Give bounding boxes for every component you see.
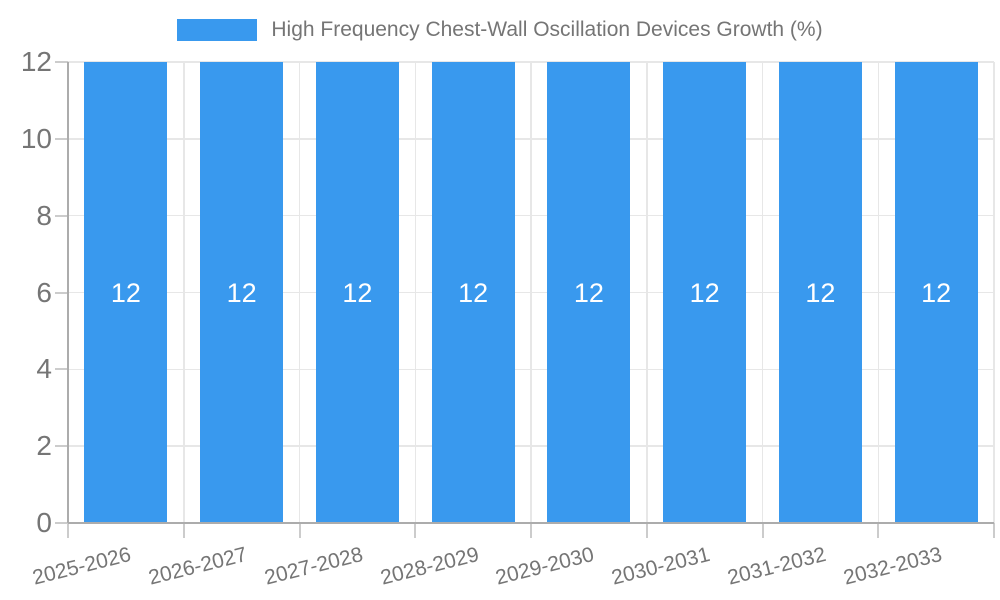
x-tick-label: 2026-2027 (146, 542, 250, 590)
y-tick-mark (55, 522, 68, 524)
x-tick-mark (645, 523, 648, 538)
bar-value-label: 12 (805, 277, 836, 308)
x-gridline (646, 62, 648, 523)
x-gridline (183, 62, 185, 523)
y-tick-mark (55, 137, 68, 140)
x-tick-mark (761, 523, 764, 538)
y-tick-mark (55, 214, 68, 217)
bar-value-label: 12 (458, 277, 489, 308)
bar[interactable] (84, 62, 168, 523)
y-tick-mark (55, 368, 68, 371)
x-tick-label: 2027-2028 (262, 542, 366, 590)
bar[interactable] (547, 62, 631, 523)
x-tick-label: 2031-2032 (725, 542, 829, 590)
x-gridline (877, 62, 879, 523)
bar[interactable] (663, 62, 747, 523)
x-gridline (761, 62, 764, 523)
x-tick-mark (67, 523, 69, 538)
x-axis-line (68, 522, 994, 524)
bar-value-label: 12 (226, 277, 257, 308)
x-gridline (414, 62, 416, 523)
legend-label: High Frequency Chest-Wall Oscillation De… (271, 18, 823, 41)
x-tick-mark (993, 523, 995, 538)
legend: High Frequency Chest-Wall Oscillation De… (0, 16, 1000, 43)
y-tick-label: 0 (36, 507, 52, 538)
x-tick-label: 2032-2033 (840, 542, 944, 590)
y-tick-mark (55, 445, 68, 448)
x-tick-label: 2025-2026 (30, 542, 134, 590)
x-tick-mark (877, 523, 880, 538)
x-tick-mark (414, 523, 417, 538)
x-tick-label: 2028-2029 (377, 542, 481, 590)
bar-value-label: 12 (342, 277, 373, 308)
y-tick-mark (55, 291, 68, 294)
y-tick-label: 2 (36, 430, 52, 462)
y-tick-label: 12 (20, 46, 52, 77)
x-gridline (298, 62, 301, 523)
y-tick-mark (55, 61, 68, 63)
bar-value-label: 12 (689, 277, 720, 308)
legend-swatch (177, 18, 258, 41)
bar[interactable] (778, 62, 862, 523)
x-tick-mark (298, 523, 301, 538)
bar-value-label: 12 (573, 277, 604, 308)
y-tick-label: 6 (36, 276, 52, 308)
bar-value-label: 12 (921, 277, 952, 308)
y-tick-label: 8 (36, 199, 52, 231)
x-tick-mark (530, 523, 532, 538)
x-tick-mark (182, 523, 185, 538)
legend-item[interactable]: High Frequency Chest-Wall Oscillation De… (177, 16, 823, 43)
y-tick-label: 10 (20, 122, 52, 154)
bar[interactable] (894, 62, 978, 523)
x-gridline (530, 62, 532, 523)
bar[interactable] (200, 62, 284, 523)
y-tick-label: 4 (36, 353, 52, 385)
bar-value-label: 12 (110, 277, 141, 308)
y-axis-line (67, 62, 69, 523)
bar[interactable] (431, 62, 515, 523)
x-tick-label: 2029-2030 (493, 542, 597, 590)
x-gridline (993, 62, 995, 523)
x-tick-label: 2030-2031 (609, 542, 713, 590)
bar[interactable] (315, 62, 399, 523)
